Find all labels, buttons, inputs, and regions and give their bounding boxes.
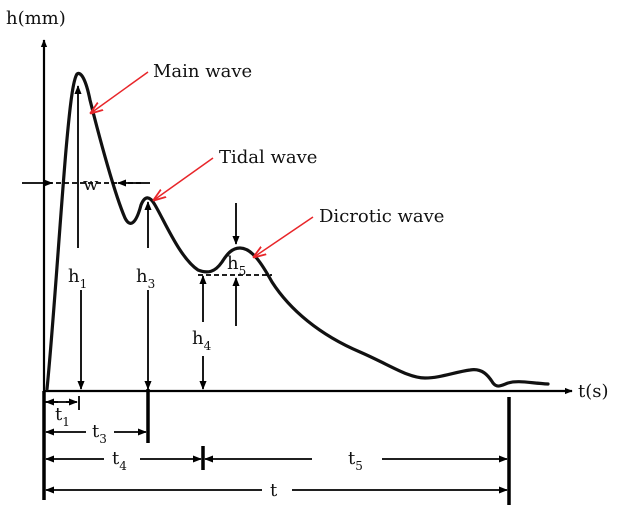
dicrotic-wave-label: Dicrotic wave — [319, 206, 444, 227]
t-label: t — [270, 480, 278, 501]
h4-label: h4 — [192, 328, 212, 353]
dicrotic-wave-callout-arrow — [254, 216, 314, 257]
x-axis-label: t(s) — [578, 381, 609, 402]
main-wave-label: Main wave — [153, 61, 252, 82]
main-wave-callout-arrow — [91, 71, 149, 113]
tidal-wave-label: Tidal wave — [219, 147, 317, 168]
t5-label: t5 — [348, 448, 363, 473]
tidal-wave-callout-arrow — [154, 157, 214, 200]
h5-label: h5 — [227, 253, 246, 278]
y-axis-label: h(mm) — [6, 8, 66, 29]
t3-label: t3 — [92, 421, 107, 446]
t1-label: t1 — [55, 404, 70, 429]
h1-label: h1 — [68, 266, 87, 291]
w-label: w — [83, 174, 99, 195]
h3-label: h3 — [136, 266, 155, 291]
pulse-waveform-curve — [45, 71, 550, 391]
t4-label: t4 — [112, 448, 127, 473]
